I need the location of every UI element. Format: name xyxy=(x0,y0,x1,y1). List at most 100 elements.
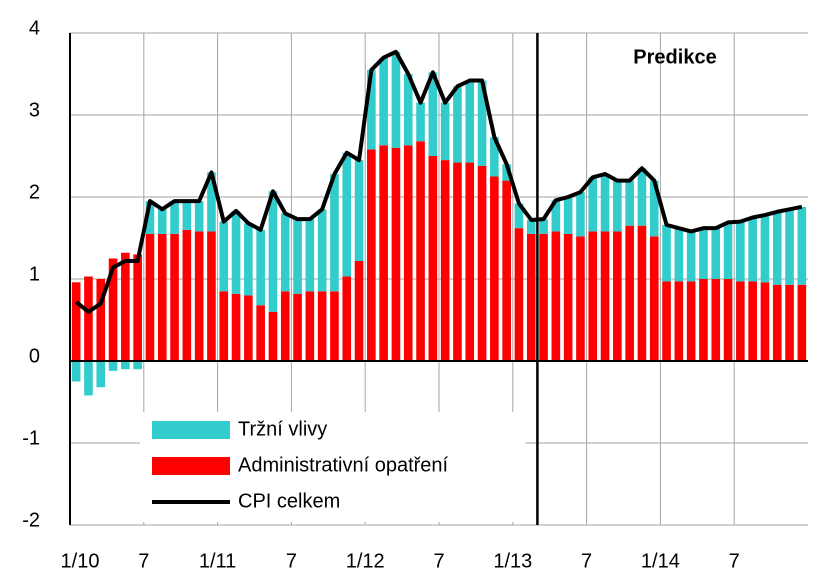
bar xyxy=(403,145,413,361)
bar xyxy=(194,201,204,232)
bar xyxy=(367,149,376,361)
bar xyxy=(785,209,794,285)
bar xyxy=(514,203,524,229)
y-tick-label: 4 xyxy=(29,17,40,39)
x-tick-label: 7 xyxy=(138,550,149,572)
bar xyxy=(280,291,290,361)
bar xyxy=(785,284,794,361)
bar xyxy=(625,225,634,361)
x-tick-label: 7 xyxy=(581,550,592,572)
bar xyxy=(121,361,130,370)
legend-label: CPI celkem xyxy=(238,490,340,512)
y-tick-label: 0 xyxy=(29,345,40,367)
bar xyxy=(736,221,745,282)
bar xyxy=(317,209,327,292)
bar xyxy=(84,276,93,361)
y-tick-label: -2 xyxy=(22,509,40,531)
bar xyxy=(379,57,388,146)
y-tick-label: 3 xyxy=(29,99,40,121)
bar xyxy=(440,102,450,161)
bar xyxy=(625,180,634,226)
y-tick-label: -1 xyxy=(22,427,40,449)
bar xyxy=(157,209,167,234)
bar xyxy=(502,164,511,181)
bar xyxy=(502,180,511,361)
bar xyxy=(170,233,179,361)
bar xyxy=(293,219,302,294)
x-tick-label: 7 xyxy=(433,550,444,572)
bar xyxy=(736,281,745,361)
bar xyxy=(723,279,733,361)
bar xyxy=(133,254,142,361)
bar xyxy=(711,228,721,279)
bar xyxy=(539,233,548,361)
bar xyxy=(477,80,487,166)
bar xyxy=(182,201,192,230)
bar xyxy=(96,279,106,361)
bar xyxy=(465,162,475,361)
legend-swatch xyxy=(152,457,230,475)
bar xyxy=(416,141,425,361)
bar xyxy=(367,69,376,150)
bar xyxy=(686,281,696,361)
bar xyxy=(600,174,610,232)
bar xyxy=(207,172,216,232)
bar xyxy=(699,228,708,279)
bar xyxy=(453,86,462,163)
bar xyxy=(428,72,438,156)
bar xyxy=(526,219,536,234)
bar xyxy=(231,293,241,361)
bar xyxy=(588,177,598,232)
bar xyxy=(391,147,401,361)
bar xyxy=(539,219,548,234)
bar xyxy=(71,282,81,361)
bar xyxy=(133,361,142,370)
bar xyxy=(268,311,278,361)
bar xyxy=(108,361,118,371)
legend-swatch xyxy=(152,421,230,439)
bar xyxy=(194,231,204,361)
bar xyxy=(268,191,278,312)
bar xyxy=(379,145,388,361)
bar xyxy=(637,225,647,361)
legend: Tržní vlivy Administrativní opatření CPI c… xyxy=(140,412,525,522)
y-tick-label: 1 xyxy=(29,263,40,285)
x-tick-label: 7 xyxy=(286,550,297,572)
bar xyxy=(170,201,179,234)
bar xyxy=(416,102,425,142)
x-tick-label: 1/12 xyxy=(346,550,385,572)
bar xyxy=(121,252,130,361)
x-tick-label: 1/11 xyxy=(199,550,236,572)
bar xyxy=(576,236,585,361)
bar xyxy=(293,293,302,361)
bar xyxy=(699,279,708,361)
bar xyxy=(207,231,216,361)
bar xyxy=(342,276,352,361)
bar xyxy=(219,221,229,292)
bar xyxy=(760,282,770,361)
x-tick-label: 7 xyxy=(729,550,740,572)
bar xyxy=(563,197,573,234)
x-tick-label: 1/14 xyxy=(641,550,680,572)
bar xyxy=(145,201,155,234)
legend-label: Tržní vlivy xyxy=(238,418,327,440)
bar xyxy=(748,281,757,361)
bar xyxy=(280,213,290,292)
bar xyxy=(244,223,253,296)
bar xyxy=(108,258,118,361)
bar xyxy=(637,168,647,226)
bar xyxy=(662,224,671,282)
bar xyxy=(157,233,167,361)
bar xyxy=(613,231,622,361)
bar xyxy=(428,156,438,361)
bar xyxy=(649,236,659,361)
prediction-label: Predikce xyxy=(633,46,716,68)
bar xyxy=(477,165,487,361)
bar xyxy=(219,291,229,361)
bar xyxy=(772,284,782,361)
bar xyxy=(305,291,315,361)
bar xyxy=(711,279,721,361)
bar xyxy=(403,74,413,146)
bar xyxy=(440,160,450,361)
bar xyxy=(772,211,782,285)
